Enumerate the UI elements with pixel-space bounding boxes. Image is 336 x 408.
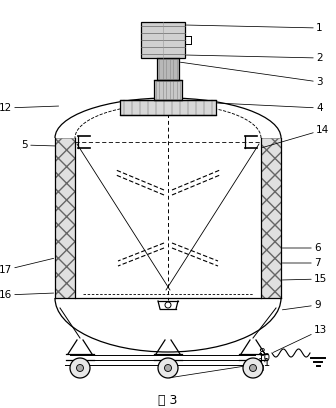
Text: 9: 9 [282, 300, 321, 310]
Bar [120, 100, 216, 115]
Text: 图 3: 图 3 [158, 395, 178, 408]
Text: 4: 4 [217, 103, 323, 113]
Text: 5: 5 [22, 140, 56, 150]
Bar [141, 22, 185, 58]
Polygon shape [261, 138, 281, 298]
Text: 17: 17 [0, 258, 54, 275]
Circle shape [158, 358, 178, 378]
Circle shape [77, 364, 84, 372]
Text: 13: 13 [273, 325, 327, 353]
Text: 3: 3 [180, 62, 323, 87]
Text: 6: 6 [282, 243, 321, 253]
Text: 16: 16 [0, 290, 54, 300]
Text: 12: 12 [0, 103, 58, 113]
Circle shape [165, 364, 171, 372]
Circle shape [70, 358, 90, 378]
Text: 10: 10 [258, 353, 271, 370]
Text: 1: 1 [186, 23, 323, 33]
Text: 2: 2 [186, 53, 323, 63]
Text: 8: 8 [258, 348, 265, 362]
Text: 7: 7 [282, 258, 321, 268]
Text: 15: 15 [282, 274, 327, 284]
Circle shape [243, 358, 263, 378]
Text: 11: 11 [169, 358, 271, 378]
Polygon shape [55, 138, 75, 298]
Circle shape [250, 364, 256, 372]
Bar [154, 80, 182, 100]
Bar [157, 58, 179, 80]
Text: 14: 14 [262, 125, 329, 148]
